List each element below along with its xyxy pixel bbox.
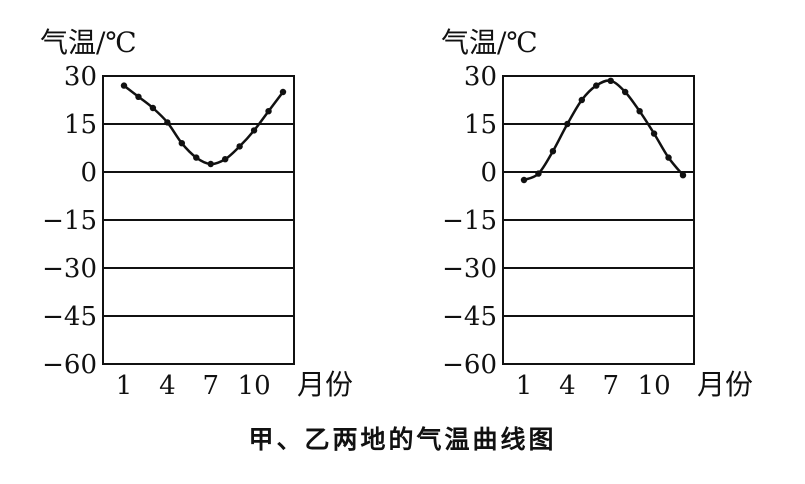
chart-yi-ytick-label: 15 [464, 110, 497, 140]
chart-jia-data-point [207, 160, 214, 168]
chart-yi-data-point [636, 108, 643, 115]
chart-yi-data-point [621, 88, 629, 96]
chart-jia-ytick-label: 0 [80, 158, 97, 188]
chart-jia-ytick-label: 30 [64, 62, 97, 92]
chart-yi-ytick-label: 30 [464, 62, 497, 92]
figure-caption: 甲、乙两地的气温曲线图 [248, 425, 557, 454]
chart-jia-data-point [279, 88, 287, 96]
chart-jia-xlabel: 月份 [297, 368, 353, 401]
chart-yi-series-line [523, 79, 684, 182]
chart-yi-frame [502, 75, 695, 365]
chart-yi-data-point [520, 176, 528, 184]
chart-jia-xtick-label: 10 [238, 371, 271, 401]
chart-jia-data-point [193, 154, 200, 161]
chart-jia-xtick-label: 7 [202, 371, 219, 401]
chart-yi-data-point [578, 96, 586, 104]
chart-yi-ytick-label: 0 [480, 158, 497, 188]
chart-yi-data-point [665, 154, 672, 161]
chart-jia: 30 15 0 −15 −30 −45 −60 1 4 7 10 气温/℃ 月份 [40, 26, 353, 401]
chart-jia-xtick-label: 1 [116, 371, 133, 401]
chart-yi-ytick-label: −30 [442, 254, 497, 284]
chart-yi-xtick-label: 1 [516, 371, 533, 401]
chart-jia-ytick-label: −15 [42, 206, 97, 236]
chart-yi-xlabel: 月份 [697, 368, 753, 401]
chart-jia-data-point [178, 140, 186, 147]
chart-jia-data-point [236, 143, 243, 150]
chart-jia-ytick-label: −45 [42, 302, 97, 332]
chart-jia-ytick-label: −30 [42, 254, 97, 284]
chart-yi-data-point [679, 172, 687, 179]
chart-yi-ylabel: 气温/℃ [441, 26, 538, 59]
chart-yi-data-point [650, 130, 658, 137]
chart-yi-ytick-label: −15 [442, 206, 497, 236]
chart-yi-data-point [535, 170, 542, 177]
chart-jia-data-point [265, 108, 272, 115]
chart-jia-data-point [149, 104, 157, 112]
chart-jia-data-point [135, 93, 142, 101]
chart-yi-xtick-label: 10 [638, 371, 671, 401]
chart-yi-data-point [549, 148, 557, 155]
chart-jia-ytick-label: −60 [42, 350, 97, 380]
chart-jia-data-point [164, 119, 171, 126]
chart-jia-ytick-label: 15 [64, 110, 97, 140]
chart-yi-data-point [564, 120, 571, 128]
chart-yi-xtick-label: 7 [602, 371, 619, 401]
chart-jia-xtick-label: 4 [159, 371, 176, 401]
chart-jia-data-point [120, 82, 128, 89]
chart-jia-ylabel: 气温/℃ [40, 26, 137, 59]
chart-yi-ytick-label: −60 [442, 350, 497, 380]
chart-yi: 30 15 0 −15 −30 −45 −60 1 4 7 10 气温/℃ 月份 [441, 26, 753, 401]
chart-yi-ytick-label: −45 [442, 302, 497, 332]
chart-jia-data-point [221, 156, 229, 163]
chart-jia-data-point [250, 127, 258, 134]
chart-yi-data-point [593, 82, 600, 89]
chart-jia-frame [102, 75, 295, 365]
chart-yi-xtick-label: 4 [559, 371, 576, 401]
chart-yi-data-point [607, 77, 614, 85]
